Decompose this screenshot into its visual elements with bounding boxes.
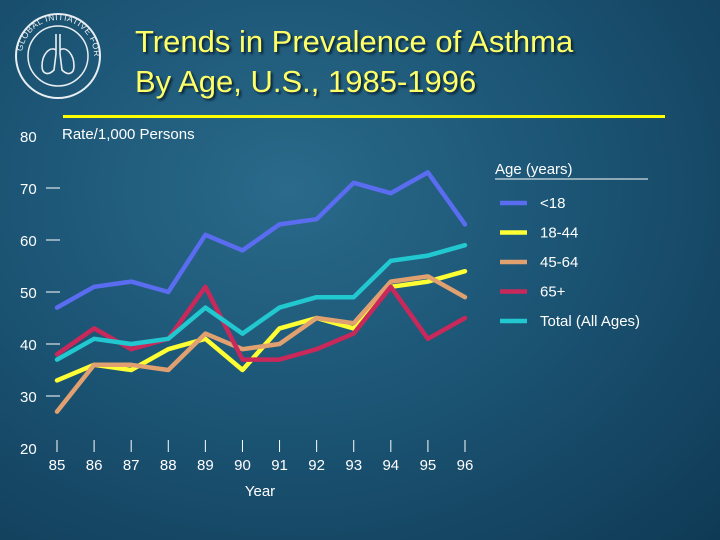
x-tick-label: 87 — [123, 457, 140, 474]
legend-label: 65+ — [540, 284, 566, 301]
x-tick-label: 92 — [308, 457, 325, 474]
y-tick-label: 60 — [20, 233, 37, 250]
x-tick-label: 93 — [345, 457, 362, 474]
series-line-3 — [54, 284, 468, 362]
x-tick-label: 85 — [49, 457, 66, 474]
y-tick-label: 80 — [20, 129, 37, 146]
x-tick-label: 94 — [382, 457, 399, 474]
x-tick-label: 96 — [457, 457, 474, 474]
y-tick-label: 70 — [20, 181, 37, 198]
slide-title: Trends in Prevalence of Asthma By Age, U… — [135, 22, 573, 102]
x-tick-label: 86 — [86, 457, 103, 474]
legend-label: Total (All Ages) — [540, 313, 640, 330]
y-axis-label: Rate/1,000 Persons — [62, 126, 195, 143]
legend-label: 18-44 — [540, 225, 578, 242]
x-tick-label: 91 — [271, 457, 288, 474]
x-tick-label: 89 — [197, 457, 214, 474]
title-line-2: By Age, U.S., 1985-1996 — [135, 64, 477, 99]
x-tick-label: 95 — [420, 457, 437, 474]
series-line-4 — [54, 242, 468, 362]
y-tick-label: 30 — [20, 389, 37, 406]
legend-label: <18 — [540, 195, 565, 212]
y-tick-label: 20 — [20, 441, 37, 458]
x-tick-label: 90 — [234, 457, 251, 474]
title-line-1: Trends in Prevalence of Asthma — [135, 24, 574, 59]
gina-logo: GLOBAL INITIATIVE FOR ASTHMA — [12, 10, 102, 99]
legend-label: 45-64 — [540, 254, 578, 271]
legend-title: Age (years) — [495, 161, 573, 178]
y-tick-label: 40 — [20, 337, 37, 354]
series-line-0 — [54, 170, 468, 310]
series-line-2 — [54, 274, 468, 414]
x-tick-label: 88 — [160, 457, 177, 474]
x-axis-label: Year — [245, 483, 275, 500]
lungs-icon — [41, 34, 75, 75]
series-line-1 — [54, 268, 468, 383]
title-rule — [63, 115, 665, 118]
y-tick-label: 50 — [20, 285, 37, 302]
